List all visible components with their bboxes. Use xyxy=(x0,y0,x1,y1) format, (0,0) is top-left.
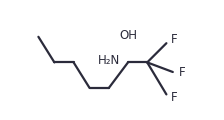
Text: F: F xyxy=(171,33,178,46)
Text: OH: OH xyxy=(119,29,137,42)
Text: F: F xyxy=(179,66,186,78)
Text: F: F xyxy=(171,91,178,104)
Text: H₂N: H₂N xyxy=(98,54,120,67)
